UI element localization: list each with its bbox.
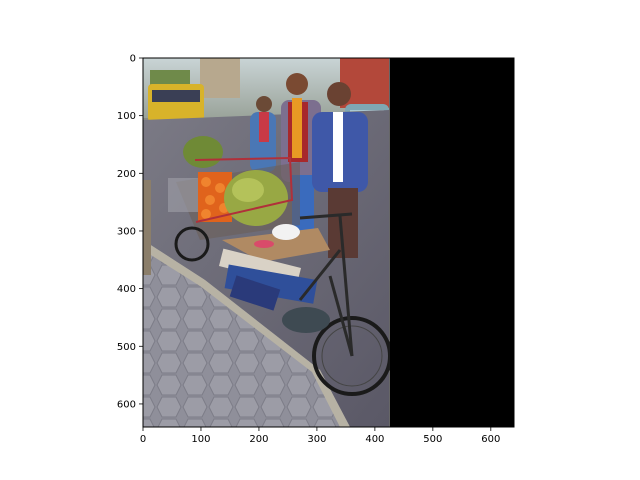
axes-frame <box>142 57 515 428</box>
y-tick-label: 600 <box>117 399 136 410</box>
y-tick-label: 300 <box>117 226 136 237</box>
x-tick-label: 400 <box>365 434 384 445</box>
x-axis: 0 100 200 300 400 500 600 <box>140 427 500 445</box>
x-tick-label: 500 <box>423 434 442 445</box>
x-tick-label: 200 <box>249 434 268 445</box>
y-tick-label: 200 <box>117 169 136 180</box>
y-tick-label: 400 <box>117 284 136 295</box>
x-tick-label: 100 <box>191 434 210 445</box>
x-tick-label: 600 <box>481 434 500 445</box>
y-tick-label: 100 <box>117 111 136 122</box>
x-tick-label: 0 <box>140 434 146 445</box>
x-tick-label: 300 <box>307 434 326 445</box>
photo-image <box>143 58 390 427</box>
y-axis: 0 100 200 300 400 500 600 <box>117 54 143 410</box>
padding-region <box>389 58 514 427</box>
y-tick-label: 0 <box>130 54 136 65</box>
y-tick-label: 500 <box>117 342 136 353</box>
